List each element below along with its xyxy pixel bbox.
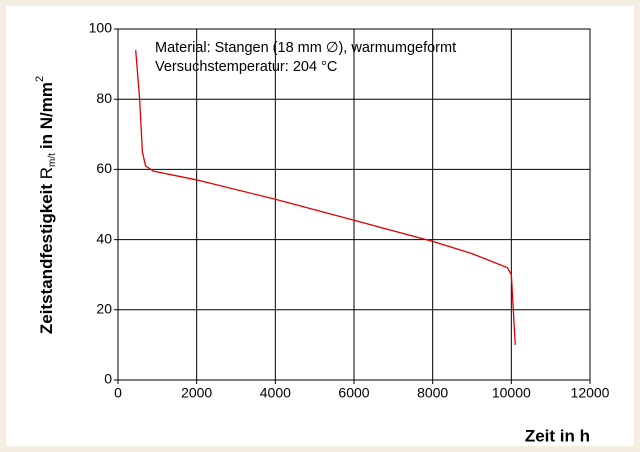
y-tick-label: 100 bbox=[89, 20, 113, 36]
y-tick-label: 60 bbox=[96, 160, 112, 176]
y-tick-label: 20 bbox=[96, 301, 112, 317]
y-label-subscript: m/t bbox=[47, 153, 58, 167]
annotation: Versuchstemperatur: 204 °C bbox=[155, 59, 337, 75]
data-line bbox=[135, 50, 516, 345]
x-tick-label: 0 bbox=[114, 385, 122, 401]
y-axis-label: Zeitstandfestigkeit Rm/t in N/mm2 bbox=[34, 76, 58, 334]
x-tick-label: 2000 bbox=[181, 385, 212, 401]
y-tick-label: 40 bbox=[96, 230, 112, 246]
x-tick-label: 6000 bbox=[338, 385, 369, 401]
x-tick-label: 4000 bbox=[260, 385, 291, 401]
annotation: Material: Stangen (18 mm ∅), warmumgefor… bbox=[155, 40, 456, 56]
y-tick-label: 0 bbox=[104, 371, 112, 387]
y-label-symbol: R bbox=[37, 167, 56, 179]
y-tick-label: 80 bbox=[96, 90, 112, 106]
y-label-unit: in N/mm bbox=[37, 82, 56, 149]
x-tick-label: 10000 bbox=[492, 385, 531, 401]
x-tick-label: 12000 bbox=[571, 385, 610, 401]
panel bbox=[6, 6, 634, 446]
plot-frame bbox=[117, 28, 591, 381]
y-label-text: Zeitstandfestigkeit bbox=[37, 179, 56, 334]
x-axis-label: Zeit in h bbox=[525, 426, 590, 445]
y-label-superscript: 2 bbox=[34, 76, 46, 82]
x-tick-label: 8000 bbox=[417, 385, 448, 401]
